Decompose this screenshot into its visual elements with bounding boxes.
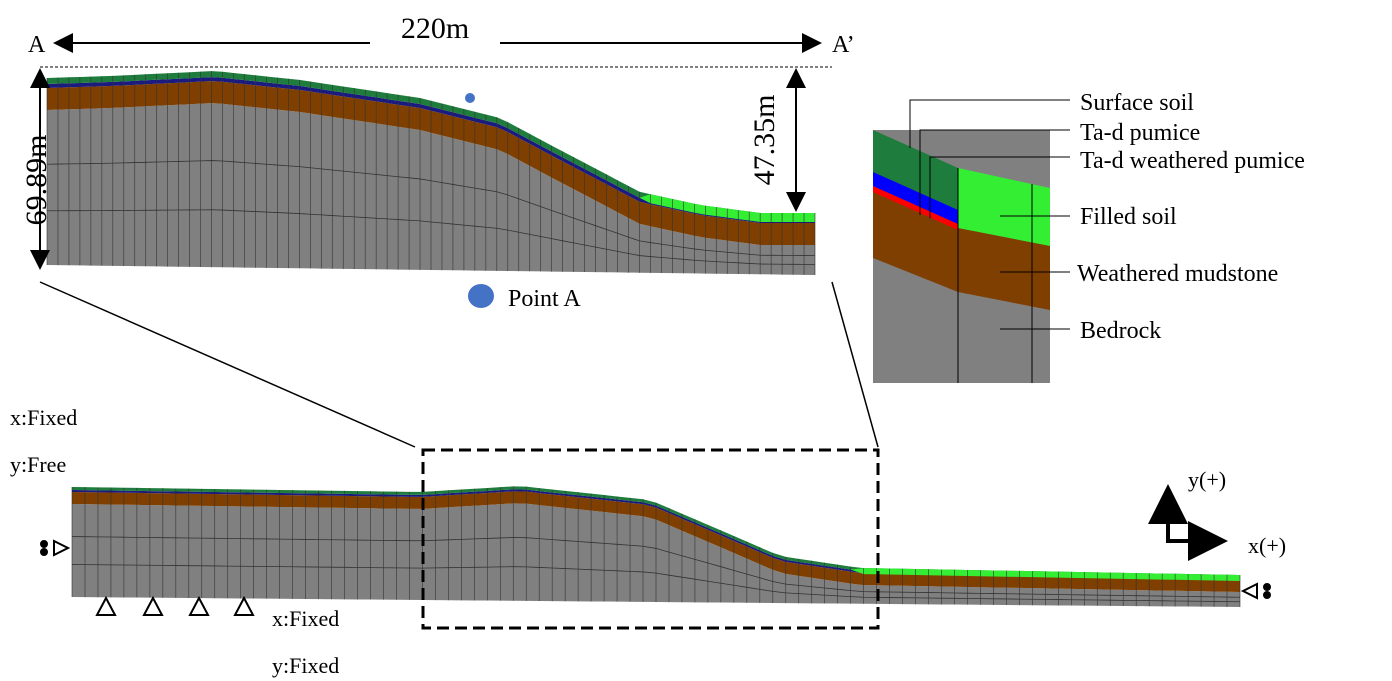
full-section — [71, 486, 1241, 607]
layer-inset — [873, 99, 1070, 383]
boundary-label: x:Fixed — [10, 405, 77, 430]
zoom-line — [39, 281, 416, 448]
mesh-line — [46, 160, 816, 256]
end-label: A’ — [832, 32, 855, 58]
layer-label: Ta-d pumice — [1080, 120, 1200, 146]
point-label: Point A — [508, 286, 581, 312]
boundary-label: y:Free — [10, 452, 66, 477]
start-label: A — [28, 32, 46, 58]
point-legend-marker — [468, 284, 494, 308]
boundary-label: x:Fixed — [272, 606, 339, 631]
depth-label: 47.35m — [748, 95, 781, 186]
mesh-line — [71, 536, 1241, 598]
layer-label: Ta-d weathered pumice — [1080, 148, 1305, 174]
zoomed-section — [46, 71, 816, 275]
boundary-label: y:Fixed — [272, 653, 339, 678]
layer-label: Surface soil — [1080, 90, 1194, 116]
height-label: 69.89m — [20, 135, 53, 226]
supports — [40, 539, 1271, 616]
x-axis-label: x(+) — [1248, 533, 1286, 558]
mesh-line — [71, 564, 1241, 603]
zoom-line — [831, 281, 879, 448]
width-label: 220m — [401, 12, 469, 45]
layer-label: Bedrock — [1080, 318, 1161, 344]
y-axis-label: y(+) — [1188, 467, 1226, 492]
mesh-line — [46, 209, 816, 265]
layer-label: Weathered mudstone — [1077, 261, 1278, 287]
label-bg — [370, 20, 500, 46]
layer-label: Filled soil — [1080, 204, 1177, 230]
mudstone — [47, 81, 815, 245]
point-marker — [465, 93, 475, 103]
zoom-box — [421, 448, 880, 630]
